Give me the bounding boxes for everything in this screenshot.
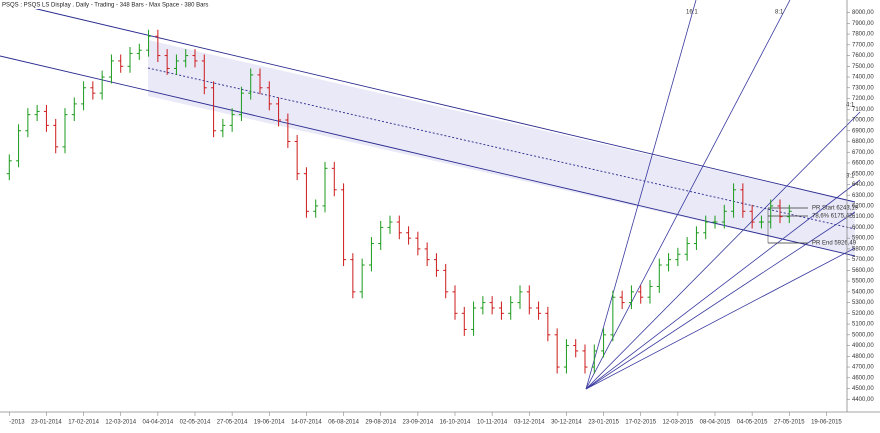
title-bg (0, 0, 160, 9)
y-tick-label: 8000,00 (852, 10, 874, 16)
y-tick-label: 6400,00 (852, 182, 874, 188)
y-tick-label: 7500,00 (852, 64, 874, 70)
y-tick-label: 6900,00 (852, 128, 874, 134)
x-tick-label: 10-11-2014 (477, 420, 508, 426)
x-tick-label: 04-05-2015 (737, 420, 768, 426)
fan-line (585, 0, 697, 390)
x-tick-label: 27-05-2015 (774, 420, 805, 426)
y-tick-label: 5500,00 (852, 279, 874, 285)
y-tick-label: 5800,00 (852, 246, 874, 252)
x-tick-label: 08-04-2015 (700, 420, 731, 426)
x-tick-label: 03-12-2014 (514, 420, 545, 426)
channel-mid (147, 67, 856, 230)
y-tick-label: 4900,00 (852, 343, 874, 349)
y-tick-label: 5300,00 (852, 300, 874, 306)
fan-line (585, 111, 861, 390)
y-tick-label: 5200,00 (852, 311, 874, 317)
fan-line (585, 179, 861, 390)
y-tick-label: 7600,00 (852, 53, 874, 59)
fan-line (585, 211, 856, 390)
y-tick-label: 6800,00 (852, 139, 874, 145)
x-tick-label: 23-09-2014 (403, 420, 434, 426)
y-tick-label: 4700,00 (852, 365, 874, 371)
y-tick-label: 7800,00 (852, 32, 874, 38)
y-tick-label: 4600,00 (852, 375, 874, 381)
y-tick-label: 5600,00 (852, 268, 874, 274)
y-tick-label: 5000,00 (852, 332, 874, 338)
y-tick-label: 4400,00 (852, 397, 874, 403)
retracement-label: 78,6% 6175,42 (812, 214, 853, 220)
fan-line (585, 0, 791, 390)
x-tick-label: 14-07-2014 (291, 420, 322, 426)
y-tick-label: 4800,00 (852, 354, 874, 360)
y-tick-label: 4500,00 (852, 386, 874, 392)
x-tick-label: 19-06-2014 (254, 420, 285, 426)
x-tick-label: 12-03-2015 (663, 420, 694, 426)
y-tick-label: 6100,00 (852, 214, 874, 220)
channel-upper (19, 4, 856, 203)
x-tick-label: 16-10-2014 (440, 420, 471, 426)
fan-label: 4:1 (846, 103, 855, 109)
x-tick-label: 27-05-2014 (217, 420, 248, 426)
channel-fill (148, 40, 855, 256)
x-tick-label: 23-01-2014 (31, 420, 62, 426)
retracement-label: PR Start 6243,19 (812, 206, 859, 212)
x-tick-label: 12-03-2014 (105, 420, 136, 426)
x-tick-label: 17-02-2015 (625, 420, 656, 426)
y-tick-label: 7000,00 (852, 118, 874, 124)
fan-label: 16:1 (686, 10, 698, 16)
y-tick-label: 6000,00 (852, 225, 874, 231)
fan-label: 3:1 (846, 174, 855, 180)
y-tick-label: 6300,00 (852, 193, 874, 199)
y-tick-label: 6200,00 (852, 204, 874, 210)
channel-lower (0, 55, 856, 257)
chart-title: PSQS : PSQS LS Display . Daily - Trading… (2, 3, 208, 9)
x-tick-label: 04-04-2014 (143, 420, 174, 426)
y-tick-label: 6500,00 (852, 171, 874, 177)
y-tick-label: 6700,00 (852, 150, 874, 156)
y-tick-label: 6600,00 (852, 161, 874, 167)
x-tick-label: 23-01-2015 (588, 420, 619, 426)
y-tick-label: 7400,00 (852, 75, 874, 81)
y-tick-label: 7900,00 (852, 21, 874, 27)
y-tick-label: 7100,00 (852, 107, 874, 113)
x-tick-label: 30-12-2014 (551, 420, 582, 426)
retracement-label: PR End 5926,49 (812, 241, 857, 247)
x-tick-label: 29-08-2014 (365, 420, 396, 426)
y-tick-label: 7300,00 (852, 85, 874, 91)
y-tick-label: 5900,00 (852, 236, 874, 242)
fan-label: 8:1 (775, 10, 784, 16)
x-tick-label: 17-02-2014 (68, 420, 99, 426)
y-tick-label: 5100,00 (852, 322, 874, 328)
y-tick-label: 5400,00 (852, 289, 874, 295)
y-tick-label: 7200,00 (852, 96, 874, 102)
x-tick-label: 02-05-2014 (180, 420, 211, 426)
x-tick-label: -2013 (9, 420, 25, 426)
y-tick-label: 7700,00 (852, 42, 874, 48)
x-tick-label: 06-08-2014 (328, 420, 359, 426)
x-tick-label: 19-06-2015 (811, 420, 842, 426)
y-tick-label: 5700,00 (852, 257, 874, 263)
fan-line (585, 247, 856, 390)
